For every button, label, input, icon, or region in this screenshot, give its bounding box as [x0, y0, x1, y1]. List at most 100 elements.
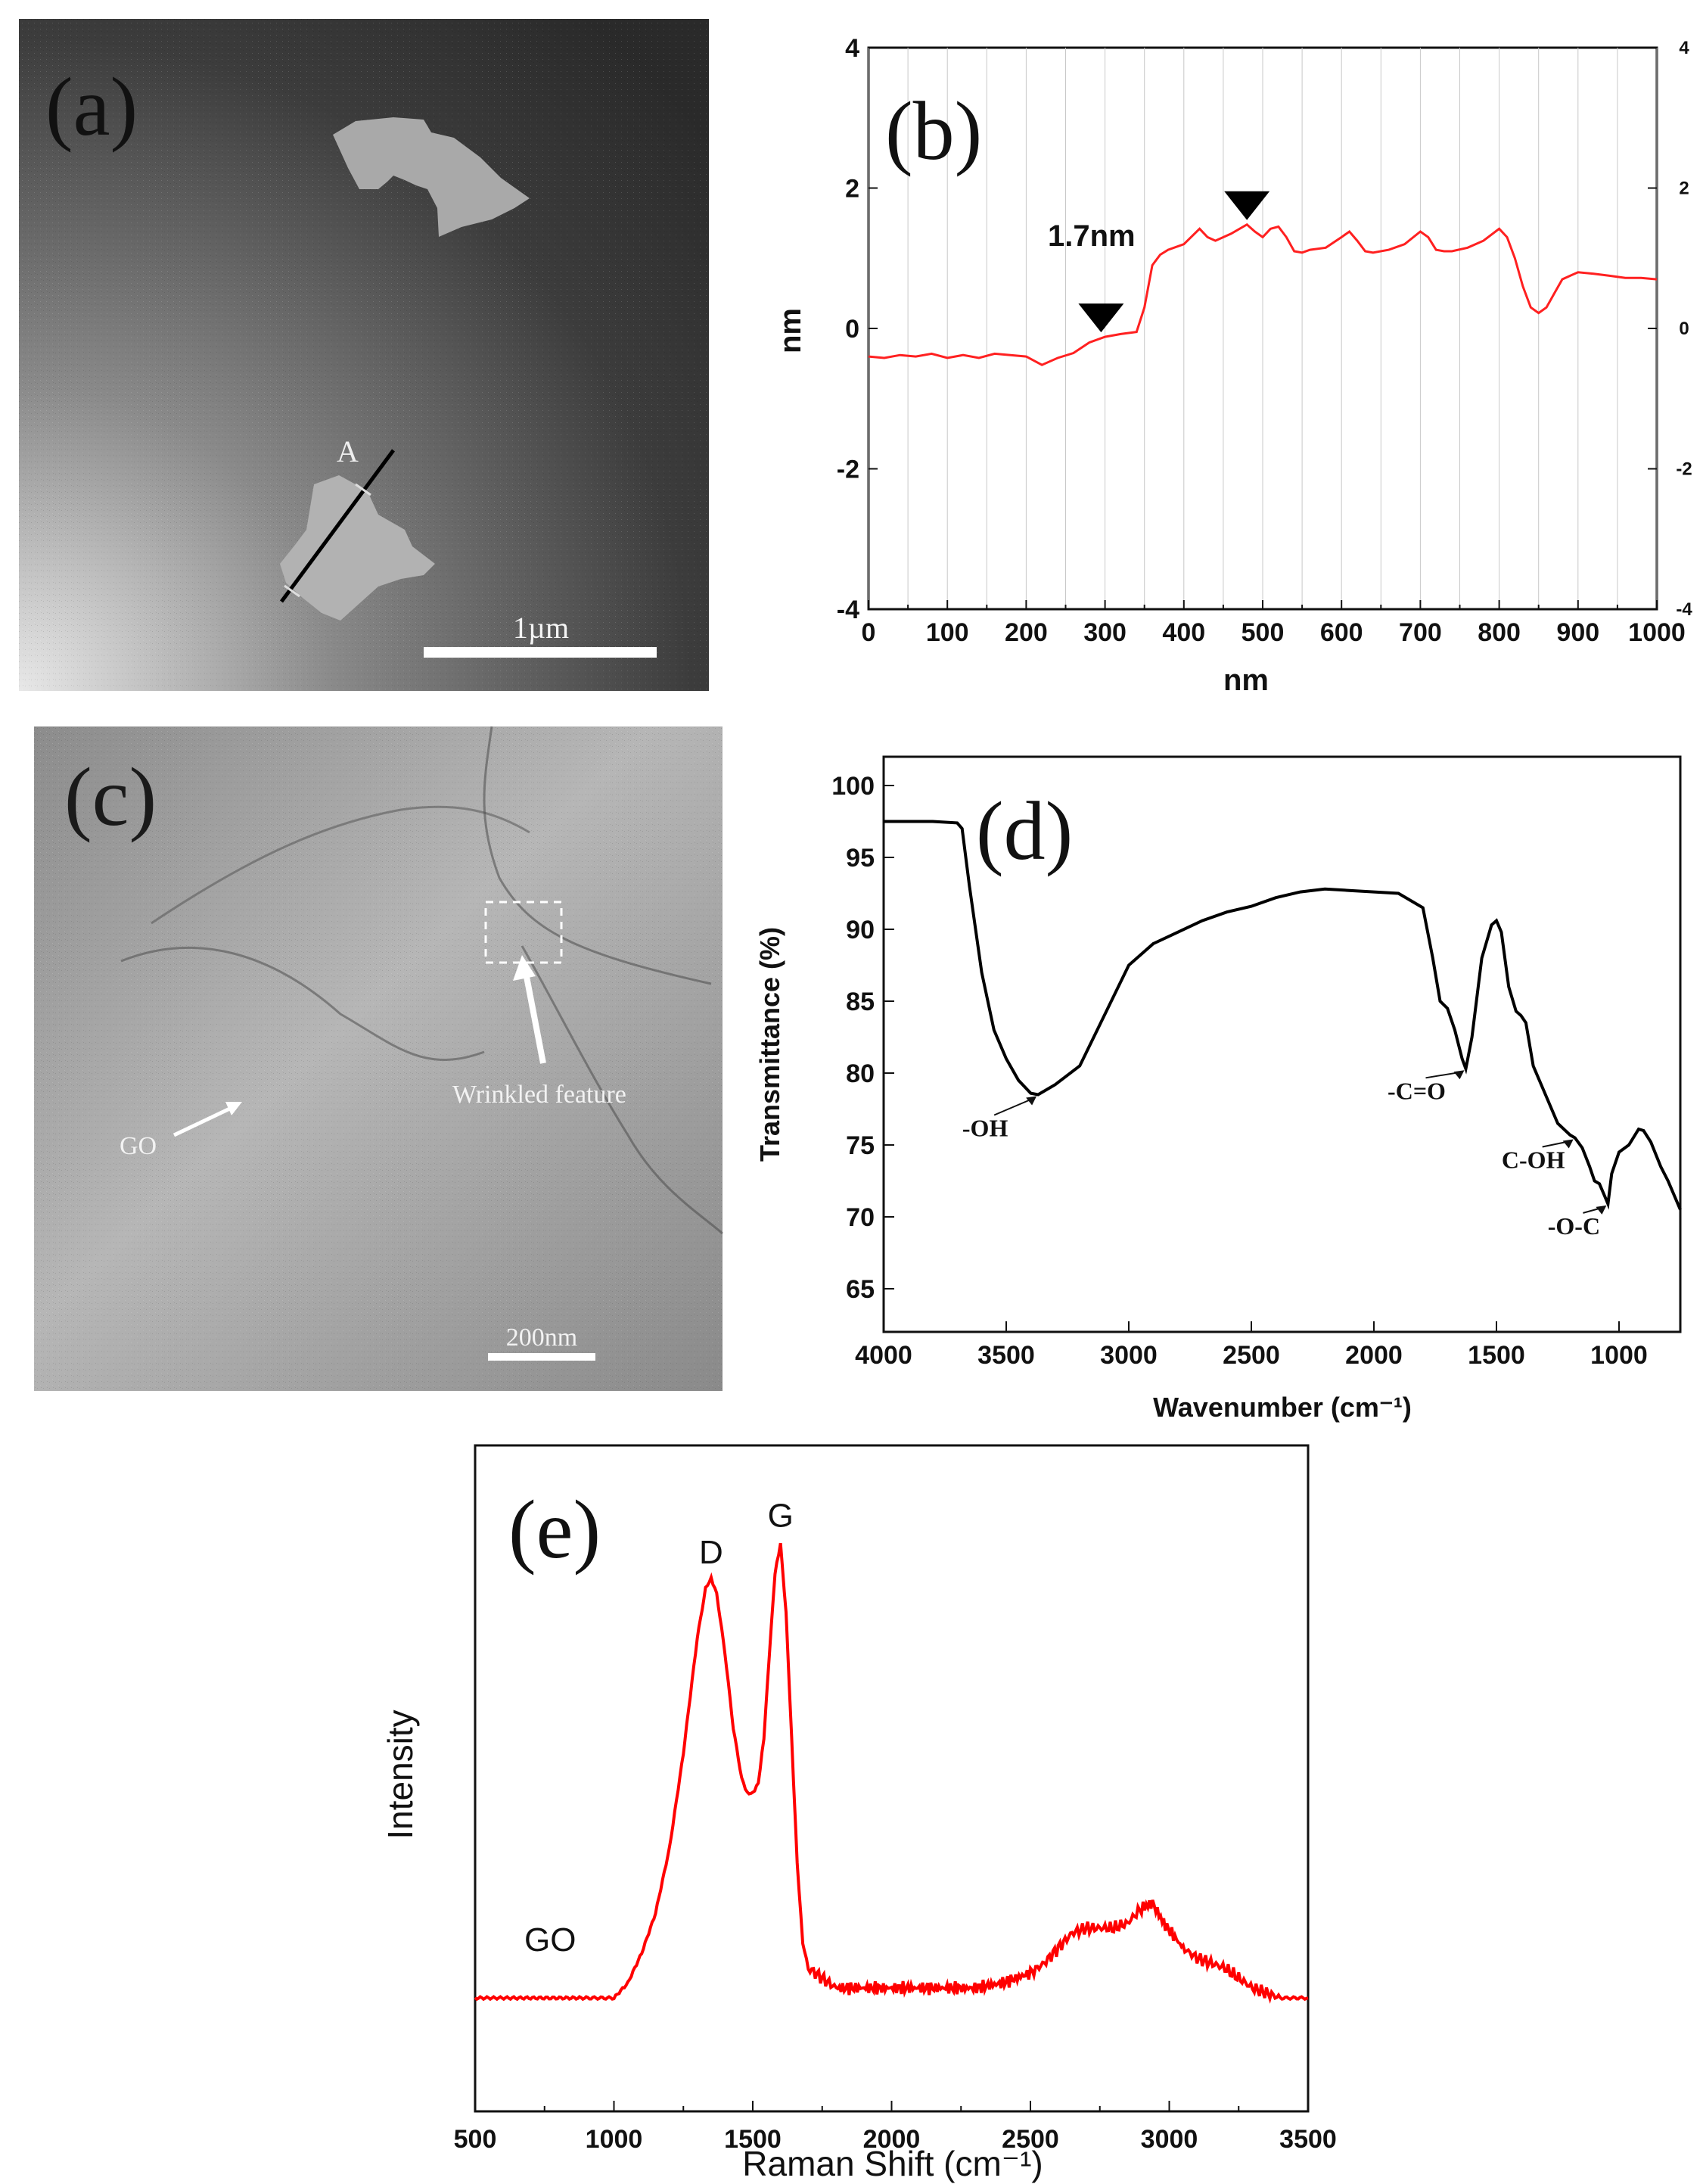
y-axis-label-d: Transmittance (%): [754, 927, 785, 1162]
height-profile-chart: 0 100 200 300 400 500 600 700 800 900 1000-4-2024-…: [774, 34, 1692, 697]
tem-flake-edge-3: [483, 726, 712, 985]
y-tick-label: 70: [846, 1203, 875, 1232]
x-axis-label-d: Wavenumber (cm⁻¹): [1153, 1392, 1412, 1423]
step-height-annotation: 1.7nm: [1048, 219, 1136, 253]
profile-marker: [1078, 303, 1124, 333]
x-tick-label: 1500: [724, 2125, 782, 2154]
x-tick-label: 400: [1162, 618, 1205, 647]
afm-scale-bar: [424, 647, 657, 658]
x-tick-label: 3500: [1279, 2125, 1337, 2154]
x-tick-label: 0: [862, 618, 876, 647]
x-tick-label: 500: [454, 2125, 497, 2154]
peak-arrowhead: [1596, 1205, 1607, 1215]
y-tick-label: 2: [845, 175, 859, 204]
tem-scale-bar: [488, 1353, 595, 1361]
x-tick-label: 1000: [1590, 1341, 1648, 1370]
x-tick-label: 1500: [1468, 1341, 1525, 1370]
peak-arrow: [993, 1097, 1036, 1116]
x-tick-label: 900: [1556, 618, 1599, 647]
afm-flake-bottom: [280, 475, 435, 621]
go-arrow: [172, 1104, 236, 1137]
y-axis-label-b: nm: [774, 308, 807, 353]
x-axis-label-d-text: Wavenumber (cm⁻¹): [1153, 1392, 1412, 1423]
y-tick-label: 4: [845, 34, 859, 63]
raman-chart: 500 1000 1500 2000 2500 3000 3500 D G GO Raman…: [381, 1444, 1337, 2183]
x-tick-label: 3000: [1141, 2125, 1198, 2154]
x-tick-label: 3500: [977, 1341, 1035, 1370]
plot-frame-d: [882, 755, 1682, 1333]
x-tick-label: 2500: [1002, 2125, 1059, 2154]
y-tick-label: 80: [846, 1059, 875, 1088]
x-axis-label-e: Raman Shift (cm⁻¹): [742, 2144, 1043, 2183]
y-tick-label: -2: [837, 456, 859, 484]
go-label-tem: GO: [120, 1132, 157, 1160]
y-tick-label: 85: [846, 988, 875, 1016]
afm-image-panel: A 1µm (a): [19, 19, 709, 691]
y-tick-label: 75: [846, 1131, 875, 1160]
afm-profile-end-marker-2: [284, 584, 300, 598]
peak-label: -O-C: [1548, 1212, 1600, 1240]
go-arrowhead: [225, 1102, 242, 1115]
y-tick-label: 0: [845, 315, 859, 344]
grid-b: [868, 48, 1658, 609]
tem-image-texture: [34, 726, 723, 1391]
series-line-raman: [474, 1542, 1309, 2004]
x-tick-label: 2500: [1223, 1341, 1280, 1370]
wrinkle-arrow: [521, 964, 546, 1064]
panel-label-e: (e): [508, 1483, 601, 1576]
peak-label-d: D: [699, 1534, 723, 1571]
x-tick-label: 500: [1242, 618, 1285, 647]
x-tick-label: 4000: [855, 1341, 912, 1370]
y-tick-label: 65: [846, 1275, 875, 1304]
tem-scale-bar-label: 200nm: [506, 1324, 577, 1352]
peak-arrowhead: [1026, 1096, 1037, 1106]
x-tick-label: 2000: [1345, 1341, 1403, 1370]
peak-label: C-OH: [1502, 1146, 1565, 1174]
y-axis-label-e: Intensity: [381, 1710, 420, 1839]
peak-label: -C=O: [1388, 1077, 1446, 1104]
series-label-go: GO: [524, 1921, 576, 1958]
x-tick-label: 100: [926, 618, 969, 647]
tem-flake-edge-1: [120, 946, 485, 1061]
panel-label-c: (c): [64, 751, 157, 843]
y-tick-label: -4: [837, 596, 859, 624]
x-tick-label: 200: [1005, 618, 1048, 647]
peak-arrowhead: [1453, 1070, 1465, 1080]
x-tick-label: 600: [1320, 618, 1363, 647]
profile-markers: [1078, 191, 1270, 333]
right-y-tick-label: 4: [1679, 38, 1689, 58]
right-y-tick-label: -2: [1676, 459, 1692, 480]
wrinkle-label: Wrinkled feature: [452, 1081, 626, 1109]
x-axis-label-b: nm: [1223, 664, 1269, 697]
ticks-d: 4000 3500 3000 2500 2000 1500 1000 65 70 75 80 85 90…: [831, 772, 1648, 1370]
panel-label-d: (d): [976, 785, 1073, 877]
wrinkle-arrowhead: [513, 955, 536, 981]
x-tick-label: 300: [1083, 618, 1127, 647]
y-tick-label: 90: [846, 916, 875, 944]
x-tick-label: 1000: [586, 2125, 643, 2154]
plot-frame-e: [474, 1444, 1310, 2113]
peak-arrowhead: [1562, 1139, 1574, 1149]
ftir-peak-annotations: -OH -C=O C-OH -O-C: [962, 1070, 1607, 1240]
x-tick-label: 3000: [1100, 1341, 1158, 1370]
y-tick-label: 95: [846, 844, 875, 873]
afm-flake-top: [333, 117, 530, 237]
x-tick-label: 800: [1478, 618, 1521, 647]
afm-profile-end-marker-1: [355, 483, 371, 496]
x-tick-label: 2000: [863, 2125, 921, 2154]
right-y-tick-label: 2: [1679, 179, 1689, 199]
tem-flake-edge-4: [521, 945, 723, 1235]
x-tick-label: 700: [1399, 618, 1442, 647]
afm-scale-bar-label: 1µm: [513, 611, 569, 645]
afm-line-label: A: [337, 434, 359, 468]
peak-label-g: G: [768, 1498, 794, 1535]
series-line-profile: [868, 222, 1658, 366]
ticks-b: 0 100 200 300 400 500 600 700 800 900 1000-4-2024-…: [837, 34, 1693, 647]
panel-label-a: (a): [45, 61, 138, 153]
right-y-tick-label: -4: [1676, 599, 1692, 620]
afm-profile-line: [279, 449, 396, 603]
series-line-ftir: [884, 820, 1682, 1211]
peak-label: -OH: [962, 1115, 1008, 1142]
right-y-tick-label: 0: [1679, 319, 1689, 339]
ftir-chart: 4000 3500 3000 2500 2000 1500 1000 65 70 75 80 85 90…: [754, 755, 1682, 1423]
